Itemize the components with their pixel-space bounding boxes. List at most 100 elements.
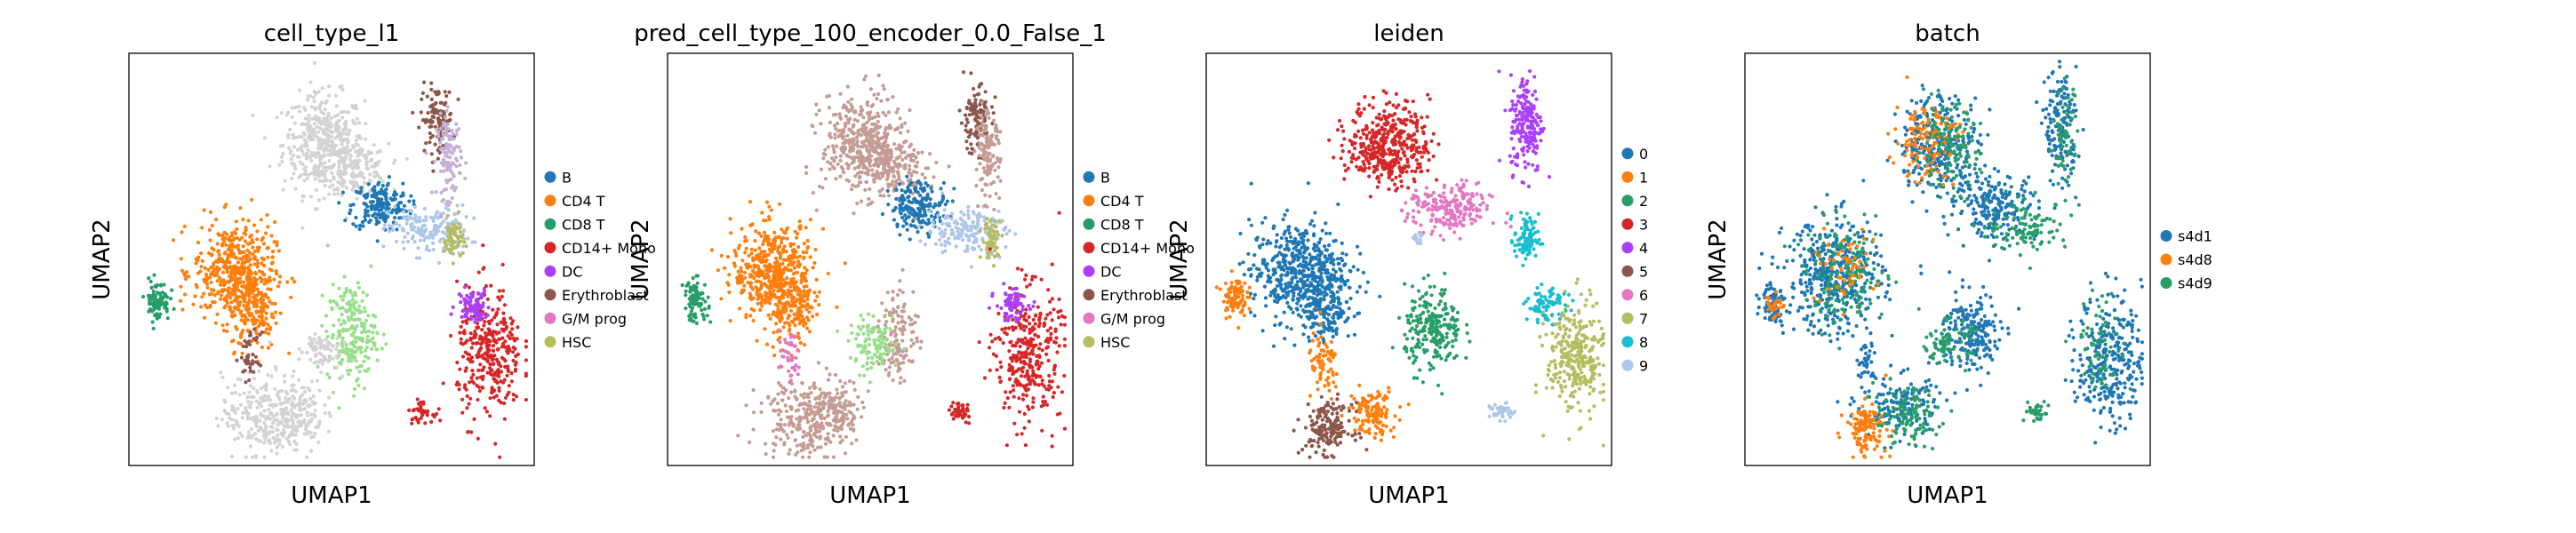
data-point — [230, 314, 235, 319]
data-point — [859, 162, 864, 166]
data-point — [433, 142, 437, 147]
panel-title: cell_type_l1 — [264, 20, 400, 47]
data-point — [308, 154, 312, 158]
data-point — [475, 384, 479, 388]
data-point — [342, 165, 347, 170]
data-point — [844, 107, 850, 112]
data-point — [846, 99, 851, 104]
data-point — [291, 374, 295, 378]
data-point — [340, 193, 344, 197]
data-point — [362, 154, 366, 158]
data-point — [205, 282, 210, 286]
data-point — [418, 219, 422, 224]
data-point — [497, 362, 501, 367]
data-point — [992, 118, 996, 123]
data-point — [452, 211, 457, 217]
data-point — [275, 451, 279, 456]
data-point — [493, 442, 498, 446]
data-point — [460, 314, 464, 319]
data-point — [277, 280, 282, 284]
data-point — [465, 352, 470, 356]
data-point — [180, 268, 184, 273]
data-point — [334, 120, 339, 124]
data-point — [902, 121, 908, 125]
data-point — [988, 219, 993, 223]
data-point — [303, 142, 308, 147]
data-point — [245, 415, 250, 419]
data-point — [842, 127, 846, 131]
data-point — [941, 180, 946, 185]
data-point — [266, 346, 270, 350]
data-point — [896, 155, 901, 160]
data-point — [444, 108, 449, 113]
data-point — [904, 155, 908, 160]
data-point — [409, 209, 414, 213]
data-point — [223, 235, 228, 241]
data-point — [436, 147, 440, 152]
data-point — [428, 124, 432, 129]
data-point — [299, 173, 303, 178]
data-point — [844, 153, 849, 157]
data-point — [725, 281, 730, 285]
data-point — [988, 227, 993, 232]
data-point — [436, 156, 440, 161]
data-point — [250, 290, 254, 295]
data-point — [492, 330, 496, 334]
data-point — [838, 91, 843, 96]
data-point — [762, 230, 767, 235]
data-point — [821, 152, 826, 156]
data-point — [328, 342, 332, 346]
data-point — [336, 126, 340, 131]
data-point — [238, 206, 243, 211]
data-point — [978, 107, 982, 112]
data-point — [274, 413, 278, 418]
data-point — [316, 142, 321, 147]
data-point — [292, 121, 298, 125]
data-point — [877, 145, 882, 149]
data-point — [225, 270, 229, 274]
data-point — [942, 208, 947, 212]
data-point — [445, 143, 450, 147]
data-point — [884, 177, 890, 182]
data-point — [353, 317, 357, 322]
data-point — [362, 359, 366, 363]
data-point — [806, 244, 811, 250]
data-point — [788, 284, 793, 289]
data-point — [940, 229, 944, 234]
data-point — [289, 156, 293, 162]
data-point — [805, 326, 810, 330]
data-point — [772, 330, 776, 335]
data-point — [497, 374, 501, 378]
data-point — [324, 314, 329, 318]
data-point — [480, 328, 484, 332]
data-point — [990, 243, 995, 247]
data-point — [500, 262, 505, 266]
data-point — [215, 270, 220, 274]
data-point — [900, 194, 905, 198]
data-point — [230, 243, 235, 247]
data-point — [439, 221, 444, 227]
data-point — [470, 369, 475, 373]
data-point — [212, 263, 216, 267]
data-point — [261, 258, 266, 262]
data-point — [781, 325, 786, 330]
data-point — [289, 402, 293, 407]
data-point — [898, 131, 903, 135]
data-point — [831, 144, 836, 148]
data-point — [326, 192, 332, 196]
data-point — [506, 334, 510, 338]
data-point — [740, 259, 745, 263]
data-point — [318, 147, 323, 151]
data-point — [183, 292, 188, 297]
data-point — [340, 131, 345, 136]
data-point — [805, 238, 810, 243]
data-point — [253, 415, 258, 419]
data-point — [788, 314, 792, 318]
data-point — [210, 252, 214, 257]
data-point — [255, 229, 260, 234]
data-point — [986, 111, 991, 115]
data-point — [960, 238, 965, 243]
data-point — [985, 134, 989, 139]
data-point — [993, 95, 997, 99]
data-point — [445, 105, 450, 109]
